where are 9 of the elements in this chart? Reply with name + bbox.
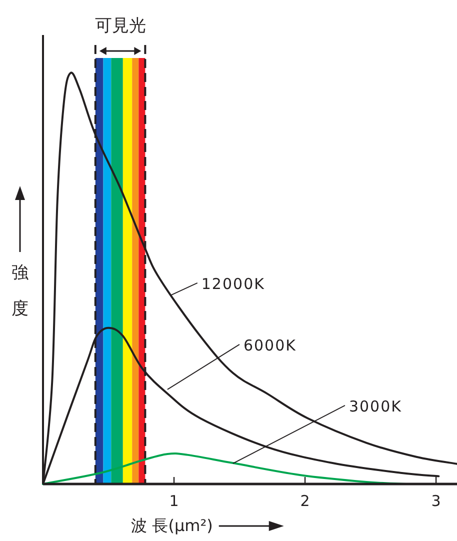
- x-axis-title: 波 長(μm²): [131, 516, 213, 535]
- annotation: 3000K: [348, 397, 402, 416]
- x-tick-label: 1: [169, 492, 179, 510]
- x-tick-label: 2: [300, 492, 310, 510]
- chart-title: 可見光: [94, 16, 146, 36]
- annotation: 6000K: [243, 336, 297, 354]
- x-tick-label: 3: [431, 492, 441, 510]
- y-axis-title: 強度: [12, 263, 28, 319]
- annotation: 12000K: [201, 274, 266, 293]
